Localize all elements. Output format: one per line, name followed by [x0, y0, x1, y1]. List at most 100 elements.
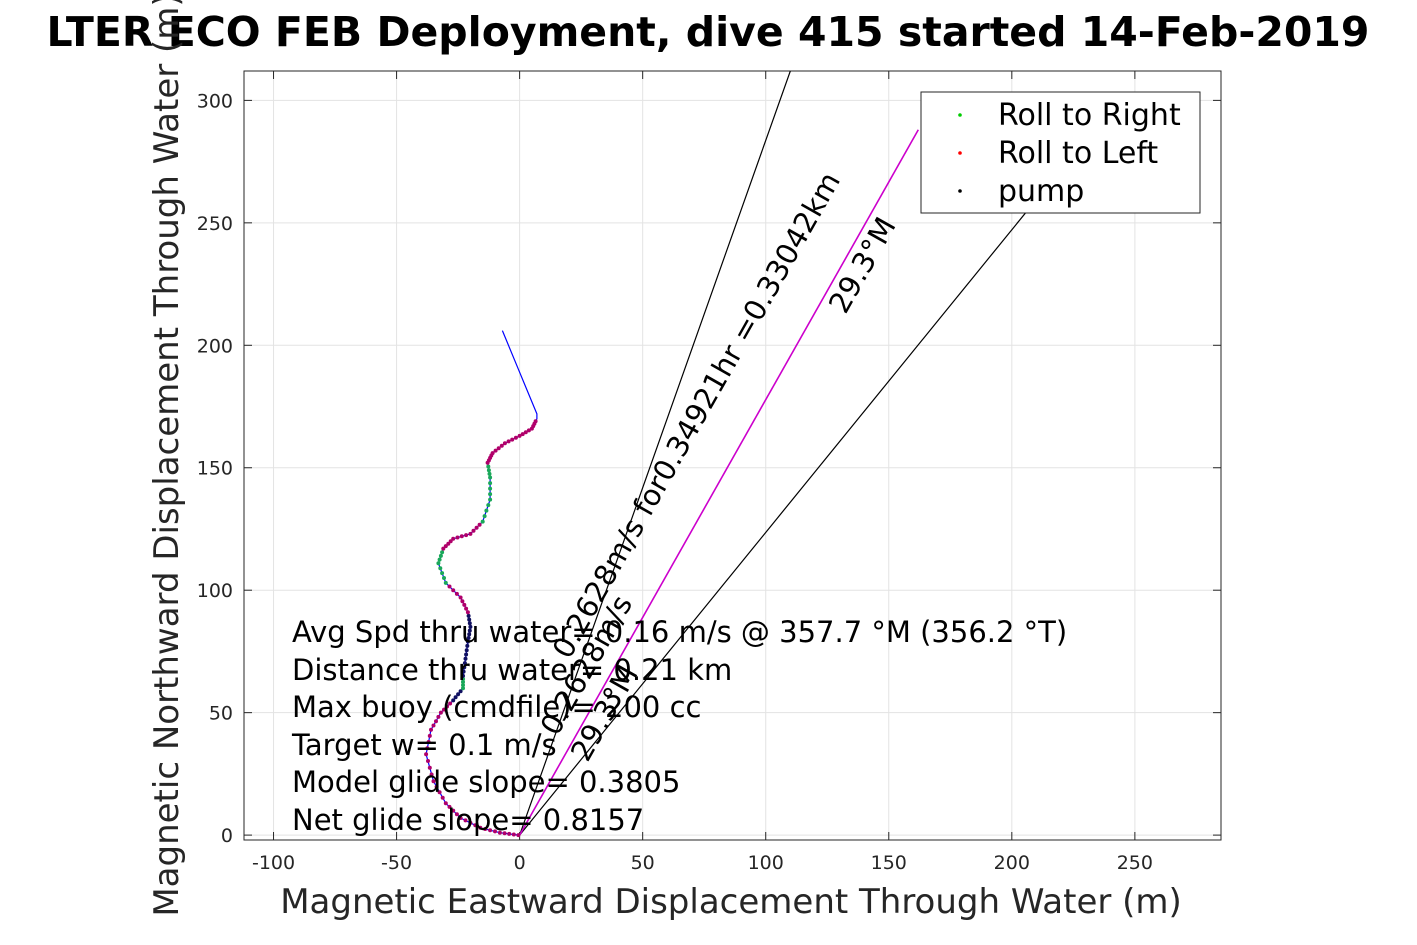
track-marker [461, 680, 465, 684]
annotations: Avg Spd thru water= 0.16 m/s @ 357.7 °M … [291, 615, 1067, 837]
track-marker [507, 831, 512, 836]
track-marker [448, 701, 453, 706]
track-marker [446, 541, 451, 546]
track-marker [437, 790, 442, 795]
track-marker [463, 818, 468, 823]
current-vector [518, 129, 919, 836]
track-marker [499, 443, 504, 448]
annotation-target-w: Target w= 0.1 m/s [291, 728, 557, 762]
plot-frame [243, 70, 1222, 841]
track-marker [438, 553, 443, 558]
track-marker [516, 833, 521, 838]
track-marker [483, 827, 488, 831]
track-marker [458, 689, 463, 694]
legend-marker-roll-right [958, 113, 962, 117]
track-marker [493, 448, 498, 453]
track-marker [442, 576, 446, 580]
y-tick-label: 300 [197, 90, 233, 112]
track-marker [461, 686, 465, 691]
track-marker [425, 746, 430, 751]
chart-title: LTER ECO FEB Deployment, dive 415 starte… [47, 8, 1370, 56]
track-marker [517, 433, 522, 438]
track-marker [493, 829, 497, 834]
track-marker [510, 437, 515, 442]
x-tick-label: 150 [871, 852, 907, 874]
track-marker [482, 514, 487, 519]
track-marker [426, 740, 431, 744]
track-marker [473, 823, 478, 828]
y-axis-label: Magnetic Northward Displacement Through … [147, 0, 187, 917]
x-tick-label: 50 [631, 852, 655, 874]
track-marker [458, 595, 463, 600]
track-marker [506, 439, 511, 444]
track-marker [488, 497, 493, 502]
track-marker [441, 546, 446, 551]
track-marker [533, 419, 538, 424]
track-marker [448, 539, 453, 544]
track-marker [468, 531, 473, 536]
track-marker [502, 441, 507, 446]
track-marker [464, 606, 469, 611]
track-marker [467, 617, 472, 622]
track-marker [486, 503, 491, 508]
track-marker [443, 580, 448, 585]
annotation-distance: Distance thru water= 0.21 km [292, 653, 732, 687]
track-marker [431, 723, 436, 728]
legend-marker-roll-left [958, 151, 962, 155]
track-marker [460, 599, 465, 604]
track-marker [488, 492, 493, 497]
track-marker [465, 610, 470, 615]
track-marker [480, 519, 485, 524]
legend-label-pump: pump [998, 174, 1084, 209]
current-cone [519, 71, 1042, 836]
track-marker [451, 808, 456, 813]
x-axis-ticks: -100 -50 0 50 100 150 200 250 [252, 71, 1153, 874]
track-marker [437, 557, 442, 562]
track-marker [467, 628, 472, 633]
track-marker [461, 683, 465, 688]
track-marker [461, 669, 466, 674]
track-marker [465, 639, 470, 644]
track-marker [462, 665, 467, 670]
track-marker [429, 772, 434, 777]
current-line [518, 129, 919, 836]
track-marker [427, 765, 432, 770]
x-tick-label: 100 [748, 852, 784, 874]
track-marker [447, 584, 452, 589]
track-marker [477, 522, 482, 527]
track-marker [468, 820, 473, 825]
legend-label-roll-left: Roll to Left [998, 136, 1158, 171]
x-axis-label: Magnetic Eastward Displacement Through W… [280, 882, 1182, 922]
track-marker [429, 727, 433, 732]
annotation-net-glide: Net glide slope= 0.8157 [292, 803, 644, 837]
track-marker [427, 733, 432, 738]
track-marker [451, 698, 456, 703]
track-marker [458, 816, 463, 820]
x-tick-label: -50 [381, 852, 412, 874]
cone-line-0 [519, 71, 791, 836]
track-marker [462, 661, 467, 666]
track-marker [490, 451, 495, 456]
y-tick-label: 200 [197, 335, 233, 357]
track-marker [502, 831, 507, 836]
x-tick-label: -100 [252, 852, 295, 874]
track-marker [440, 795, 445, 800]
y-tick-label: 0 [221, 825, 233, 847]
cone-line-1 [519, 193, 1042, 836]
track-marker [440, 571, 445, 576]
track-marker [434, 784, 439, 789]
track-marker [461, 673, 465, 678]
track-marker [488, 481, 493, 486]
track-marker [496, 446, 501, 451]
legend: Roll to Right Roll to Left pump [920, 91, 1201, 214]
track-marker [464, 533, 469, 538]
x-tick-label: 200 [994, 852, 1030, 874]
track-marker [455, 535, 460, 540]
y-axis-ticks: 0 50 100 150 200 250 300 [197, 90, 1221, 847]
track-marker [471, 528, 476, 533]
track-marker [431, 779, 436, 784]
track-marker [461, 677, 465, 681]
track-marker [466, 613, 471, 618]
legend-box [920, 91, 1201, 214]
